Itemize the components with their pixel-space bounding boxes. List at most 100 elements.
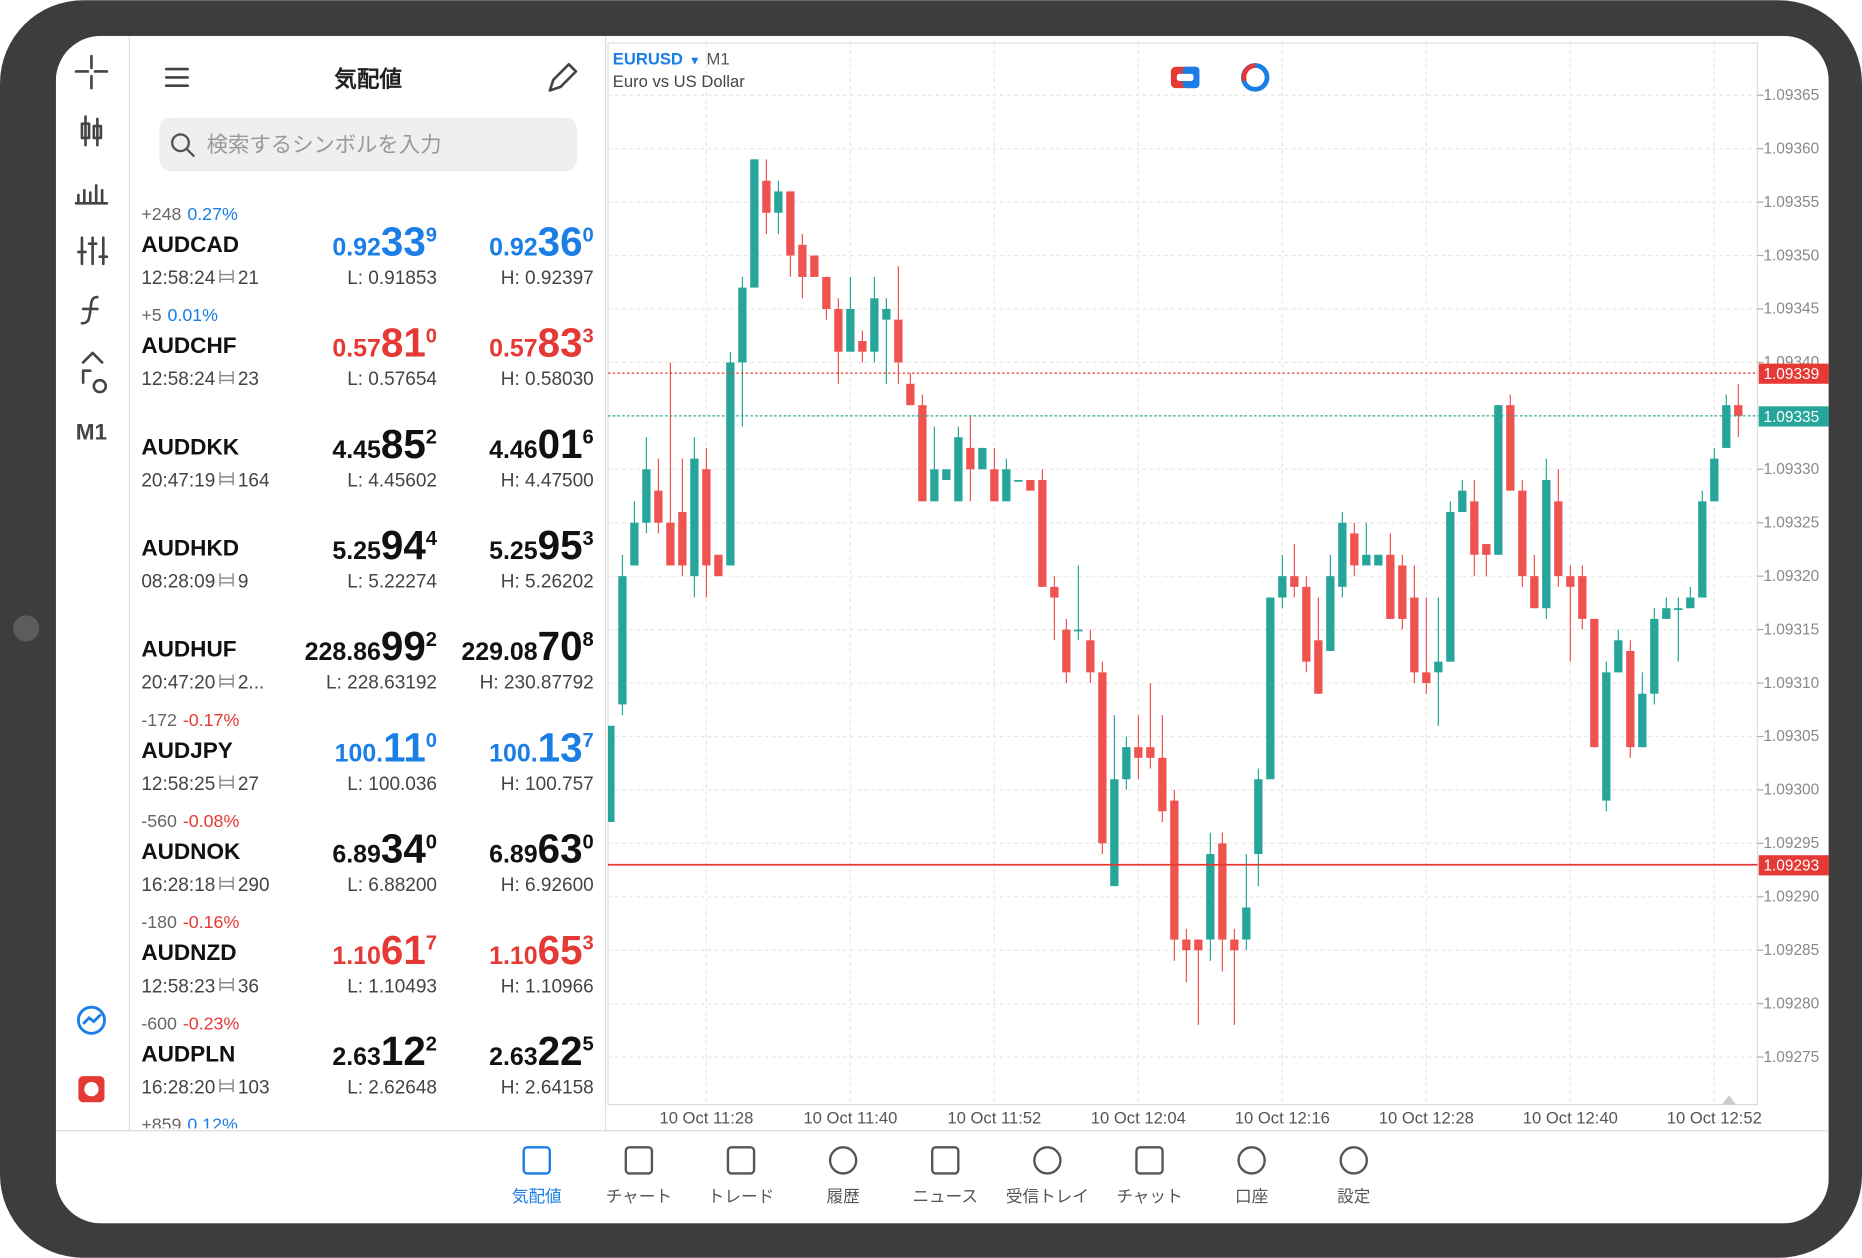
nav-label[interactable]: チャット xyxy=(1116,1187,1182,1206)
candle-body xyxy=(1650,618,1659,694)
candle-body xyxy=(1638,693,1647,748)
search-icon xyxy=(171,133,190,153)
ask-pips: 13 xyxy=(538,724,583,770)
price-label-bg xyxy=(1758,855,1829,876)
candles-icon[interactable] xyxy=(80,115,103,147)
candle-body xyxy=(630,522,639,566)
chart-subtitle: Euro vs US Dollar xyxy=(613,72,745,91)
spread: 164 xyxy=(238,470,270,491)
ask-price: 5.25953 xyxy=(489,522,594,568)
ask-major: 6.89 xyxy=(489,841,538,869)
ask-high: H: 6.92600 xyxy=(501,875,594,896)
bid-point: 7 xyxy=(426,933,437,955)
chart-symbol[interactable]: EURUSD ▼ M1 xyxy=(613,49,730,68)
candle-body xyxy=(738,287,747,363)
candle-body xyxy=(1614,640,1623,673)
nav-label[interactable]: 口座 xyxy=(1235,1187,1268,1206)
nav-label[interactable]: 履歴 xyxy=(827,1187,860,1206)
ask-point: 7 xyxy=(583,730,594,752)
bid-major: 100. xyxy=(335,739,384,767)
price-label: 1.09335 xyxy=(1763,409,1819,426)
bid-major: 228.86 xyxy=(305,638,381,666)
ask-major: 5.25 xyxy=(489,537,538,565)
ask-high: H: 0.92397 xyxy=(501,268,594,289)
ask-pips: 83 xyxy=(538,320,583,366)
function-icon[interactable] xyxy=(80,295,99,325)
ask-price: 4.46016 xyxy=(489,421,594,467)
symbol[interactable]: EURUSD xyxy=(613,49,683,68)
time: 12:58:25 xyxy=(141,774,215,795)
candle-body xyxy=(1158,757,1167,812)
spread: 290 xyxy=(238,875,270,896)
bid-low: L: 6.88200 xyxy=(347,875,437,896)
indicator-icon[interactable] xyxy=(74,184,109,205)
screen: M1 気配値 検索するシンボルを入力 +248 0.27% AUDCAD 12:58:… xyxy=(55,35,1829,1224)
symbol: AUDPLN xyxy=(141,1041,235,1066)
new-order-icon-dot xyxy=(84,1082,99,1097)
objects-icon[interactable] xyxy=(81,351,108,394)
symbol: AUDNOK xyxy=(141,839,241,864)
bid-point: 9 xyxy=(426,224,437,246)
price-label-bg xyxy=(1758,406,1829,427)
nav-icon xyxy=(931,1146,960,1175)
candle-body xyxy=(1518,490,1527,577)
bid-pips: 61 xyxy=(381,927,426,973)
symbol-caret: ▼ xyxy=(689,53,701,67)
toolbar-icons[interactable]: M1 xyxy=(74,54,109,1103)
crosshair-icon[interactable] xyxy=(74,54,109,90)
plot xyxy=(608,159,1743,1026)
change-percent: 0.01% xyxy=(168,305,219,325)
trade-icon[interactable] xyxy=(76,1005,106,1035)
search-box[interactable] xyxy=(159,117,578,172)
bid-pips: 34 xyxy=(381,826,426,872)
nav-label[interactable]: 受信トレイ xyxy=(1006,1187,1089,1206)
candle-body xyxy=(1026,479,1035,491)
nav-label[interactable]: 設定 xyxy=(1337,1187,1370,1206)
y-tick-label: 1.09360 xyxy=(1763,140,1819,157)
candle-body xyxy=(1206,854,1215,940)
time: 12:58:23 xyxy=(141,976,215,997)
ask-pips: 01 xyxy=(538,421,583,467)
bid-low: L: 0.57654 xyxy=(347,369,437,390)
y-tick-label: 1.09355 xyxy=(1763,194,1819,211)
price-label: 1.09293 xyxy=(1763,858,1819,875)
candle-body xyxy=(1074,629,1083,632)
ask-point: 3 xyxy=(583,325,594,347)
scroll-arrow[interactable] xyxy=(1721,1095,1737,1105)
ask-point: 3 xyxy=(583,528,594,550)
ask-high: H: 2.64158 xyxy=(501,1077,594,1098)
candle-body xyxy=(1626,650,1635,748)
nav-label[interactable]: トレード xyxy=(708,1187,774,1206)
change: +859 0.12% xyxy=(141,1114,238,1134)
candle-body xyxy=(1386,554,1395,619)
candle-body xyxy=(1218,843,1227,940)
candle-body xyxy=(1674,608,1683,610)
candle-body xyxy=(1098,672,1107,844)
candle-body xyxy=(978,447,987,470)
spread: 103 xyxy=(238,1077,270,1098)
nav-label[interactable]: ニュース xyxy=(912,1187,978,1206)
x-tick-label: 10 Oct 11:28 xyxy=(659,1109,753,1128)
spread-icon xyxy=(219,775,234,789)
spread-icon xyxy=(219,573,234,587)
edit-icon[interactable] xyxy=(548,63,578,92)
bid-low: L: 4.45602 xyxy=(347,470,437,491)
bid-major: 0.92 xyxy=(332,234,381,262)
nav-label[interactable]: チャート xyxy=(606,1187,672,1206)
bid-low: L: 100.036 xyxy=(347,774,437,795)
bid-price: 0.92339 xyxy=(332,219,437,265)
change: -560 -0.08% xyxy=(141,811,239,831)
ask-price: 100.137 xyxy=(489,724,594,770)
bid-price: 228.86992 xyxy=(305,623,437,669)
list-icon[interactable] xyxy=(164,67,189,88)
candle-body xyxy=(894,319,903,363)
nav-label[interactable]: 気配値 xyxy=(512,1187,562,1206)
settings-icon[interactable] xyxy=(77,236,109,266)
search-placeholder[interactable]: 検索するシンボルを入力 xyxy=(207,133,442,157)
time: 12:58:24 xyxy=(141,268,215,289)
spread-icon xyxy=(219,876,234,890)
candle-body xyxy=(1710,458,1719,502)
y-tick-label: 1.09285 xyxy=(1763,942,1819,959)
timeframe-button[interactable]: M1 xyxy=(76,420,107,445)
